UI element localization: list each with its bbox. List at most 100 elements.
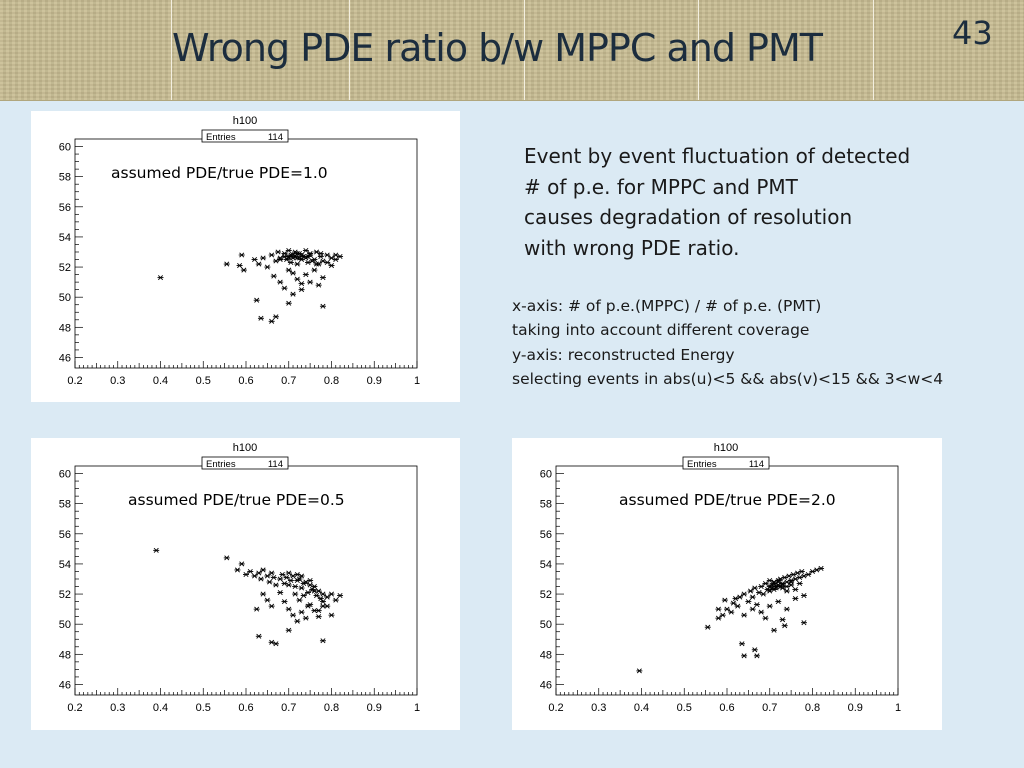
data-point xyxy=(319,275,326,281)
scatter-chart: h100 Entries 114 assumed PDE/true PDE=2.0 0.… xyxy=(540,442,901,714)
data-point xyxy=(251,257,258,263)
data-point xyxy=(223,555,230,561)
data-point xyxy=(296,597,303,603)
data-point xyxy=(747,588,754,594)
y-tick-label: 50 xyxy=(59,292,71,304)
data-point xyxy=(704,624,711,630)
data-point xyxy=(715,606,722,612)
x-tick-label: 1 xyxy=(414,702,420,714)
y-tick-label: 60 xyxy=(59,142,71,154)
y-tick-label: 52 xyxy=(540,589,552,601)
data-point xyxy=(319,599,326,605)
data-point xyxy=(798,568,805,574)
axis-note-line: x-axis: # of p.e.(MPPC) / # of p.e. (PMT… xyxy=(512,297,822,315)
y-tick-label: 48 xyxy=(59,649,71,661)
data-point xyxy=(304,590,311,596)
data-point xyxy=(272,314,279,320)
data-point xyxy=(285,606,292,612)
chart-annotation: assumed PDE/true PDE=0.5 xyxy=(128,491,345,509)
x-tick-label: 0.4 xyxy=(153,375,168,387)
data-point xyxy=(296,576,303,582)
data-point xyxy=(311,267,318,273)
data-point xyxy=(753,653,760,659)
data-point xyxy=(337,593,344,599)
x-tick-label: 0.4 xyxy=(153,702,168,714)
x-tick-label: 0.2 xyxy=(548,702,563,714)
data-point xyxy=(285,267,292,273)
scatter-chart: h100 Entries 114 assumed PDE/true PDE=0.5 0.… xyxy=(59,442,420,714)
y-tick-label: 52 xyxy=(59,262,71,274)
x-tick-label: 0.3 xyxy=(110,375,125,387)
data-point xyxy=(313,261,320,267)
data-point xyxy=(234,567,241,573)
data-point xyxy=(741,612,748,618)
x-tick-label: 0.5 xyxy=(677,702,692,714)
description-line: causes degradation of resolution xyxy=(524,205,853,229)
y-tick-label: 54 xyxy=(59,559,71,571)
x-tick-label: 1 xyxy=(895,702,901,714)
data-point xyxy=(332,597,339,603)
data-point xyxy=(307,279,314,285)
data-point xyxy=(792,596,799,602)
y-tick-label: 52 xyxy=(59,589,71,601)
data-point xyxy=(309,258,316,264)
data-point xyxy=(298,287,305,293)
data-point xyxy=(292,584,299,590)
chart-annotation: assumed PDE/true PDE=1.0 xyxy=(111,164,328,182)
data-point xyxy=(290,612,297,618)
data-point xyxy=(268,318,275,324)
x-tick-label: 0.6 xyxy=(719,702,734,714)
chart-annotation: assumed PDE/true PDE=2.0 xyxy=(619,491,836,509)
x-tick-label: 0.3 xyxy=(591,702,606,714)
data-point xyxy=(728,609,735,615)
data-point xyxy=(260,591,267,597)
header-divider xyxy=(524,0,525,100)
header-divider xyxy=(698,0,699,100)
data-point xyxy=(279,571,286,577)
data-point xyxy=(307,577,314,584)
y-tick-label: 54 xyxy=(59,232,71,244)
data-point xyxy=(302,272,309,278)
data-point xyxy=(730,600,737,606)
data-point xyxy=(238,252,245,258)
data-point xyxy=(260,567,267,573)
data-point xyxy=(315,282,322,288)
data-point xyxy=(268,252,275,258)
x-tick-label: 0.7 xyxy=(762,702,777,714)
x-tick-label: 0.9 xyxy=(367,702,382,714)
data-point xyxy=(298,585,305,591)
data-point xyxy=(741,653,748,659)
x-tick-label: 0.5 xyxy=(196,702,211,714)
y-tick-label: 58 xyxy=(59,172,71,184)
data-point xyxy=(788,579,795,585)
data-point xyxy=(247,568,254,574)
data-point xyxy=(636,668,643,674)
stats-label: Entries xyxy=(687,459,717,470)
data-point xyxy=(287,577,294,584)
data-point xyxy=(777,584,784,590)
header-divider xyxy=(873,0,874,100)
data-point xyxy=(715,615,722,621)
x-tick-label: 0.2 xyxy=(67,375,82,387)
data-point xyxy=(766,588,773,594)
data-point xyxy=(783,584,790,590)
x-tick-label: 0.2 xyxy=(67,702,82,714)
data-point xyxy=(255,633,262,639)
data-point xyxy=(328,612,335,618)
chart-title: h100 xyxy=(714,442,738,454)
data-point xyxy=(762,615,769,621)
data-point xyxy=(223,261,230,267)
x-tick-label: 0.7 xyxy=(281,702,296,714)
data-point xyxy=(775,577,782,584)
data-point xyxy=(283,574,290,581)
data-point xyxy=(257,315,264,321)
data-point xyxy=(264,264,271,270)
data-point xyxy=(294,276,301,282)
data-point xyxy=(270,273,277,279)
data-point xyxy=(332,257,339,263)
data-point xyxy=(749,606,756,612)
data-point xyxy=(302,615,309,621)
slide-header: Wrong PDE ratio b/w MPPC and PMT 43 xyxy=(0,0,1024,101)
y-tick-label: 48 xyxy=(540,649,552,661)
stats-value: 114 xyxy=(749,459,764,470)
